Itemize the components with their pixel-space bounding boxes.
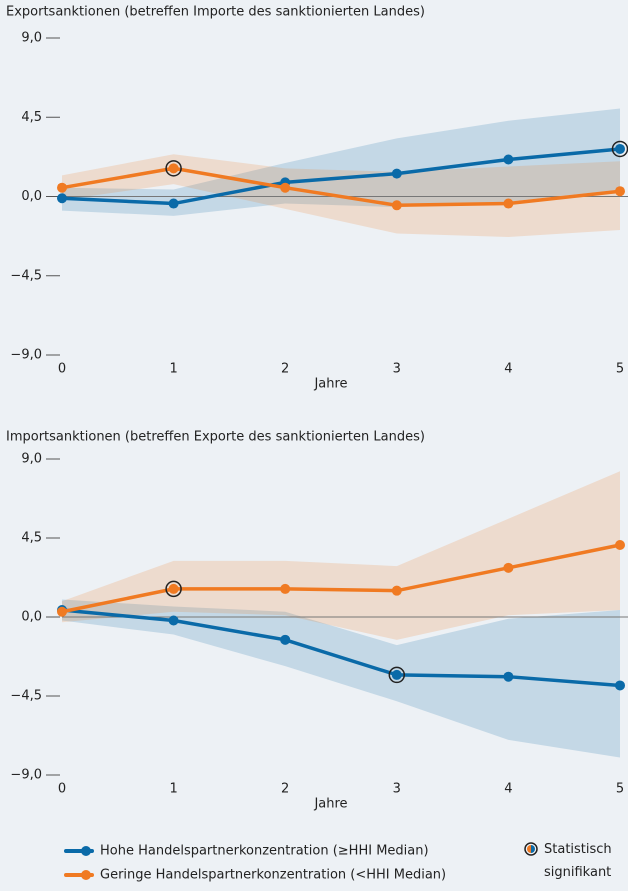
data-point	[615, 540, 625, 551]
data-point	[280, 634, 291, 645]
y-tick-label: −9,0	[10, 768, 42, 783]
data-point	[57, 182, 67, 193]
data-point	[280, 583, 291, 594]
y-tick-label: −4,5	[10, 689, 42, 704]
data-point	[57, 606, 67, 617]
data-point	[280, 182, 291, 193]
data-point	[503, 198, 514, 209]
legend-label: Geringe Handelspartnerkonzentration (<HH…	[100, 868, 446, 883]
data-point	[615, 680, 625, 691]
y-tick-label: 0,0	[21, 610, 42, 625]
x-axis-label: Jahre	[313, 377, 347, 392]
data-point	[391, 585, 402, 596]
data-point	[168, 583, 179, 594]
series-line	[61, 147, 621, 206]
data-point	[391, 168, 402, 179]
significance-icon	[524, 842, 538, 856]
y-tick-label: 4,5	[21, 110, 42, 125]
y-tick-label: 0,0	[21, 189, 42, 204]
data-point	[57, 193, 67, 204]
data-point	[503, 154, 514, 165]
x-tick-label: 4	[504, 362, 512, 377]
confidence-band	[62, 599, 620, 758]
significance-ring	[388, 666, 406, 684]
confidence-band	[62, 108, 620, 216]
significance-ring	[165, 160, 182, 177]
x-tick-label: 4	[504, 782, 512, 797]
legend-label: Hohe Handelspartnerkonzentration (≥HHI M…	[100, 844, 429, 859]
x-tick-label: 1	[169, 782, 177, 797]
y-tick-label: 9,0	[21, 452, 42, 467]
y-tick-label: −9,0	[10, 348, 42, 363]
significance-ring	[165, 580, 182, 598]
series-line	[61, 543, 621, 614]
x-tick-label: 0	[58, 362, 66, 377]
series-line	[61, 166, 621, 208]
x-tick-label: 3	[393, 362, 401, 377]
y-tick-label: −4,5	[10, 268, 42, 283]
x-tick-label: 2	[281, 782, 289, 797]
x-tick-label: 3	[393, 782, 401, 797]
confidence-band	[62, 471, 620, 640]
x-tick-label: 5	[616, 782, 624, 797]
legend-swatch-dot	[81, 846, 91, 856]
chart-title: Exportsanktionen (betreffen Importe des …	[6, 5, 425, 20]
significance-legend: Statistisch signifikant	[524, 838, 628, 884]
y-tick-label: 9,0	[21, 31, 42, 46]
x-axis-label: Jahre	[313, 797, 347, 812]
data-point	[168, 198, 179, 209]
chart-title: Importsanktionen (betreffen Exporte des …	[6, 430, 425, 445]
data-point	[391, 669, 402, 680]
series-line	[61, 608, 621, 688]
x-tick-label: 1	[169, 362, 177, 377]
x-tick-label: 2	[281, 362, 289, 377]
legend-swatch-dot	[81, 870, 91, 880]
x-tick-label: 0	[58, 782, 66, 797]
data-point	[615, 186, 625, 197]
data-point	[168, 615, 179, 626]
data-point	[503, 671, 514, 682]
data-point	[503, 562, 514, 573]
data-point	[391, 200, 402, 211]
data-point	[615, 143, 625, 154]
y-tick-label: 4,5	[21, 531, 42, 546]
significance-label: Statistisch signifikant	[544, 842, 612, 880]
x-tick-label: 5	[616, 362, 624, 377]
data-point	[168, 163, 179, 174]
